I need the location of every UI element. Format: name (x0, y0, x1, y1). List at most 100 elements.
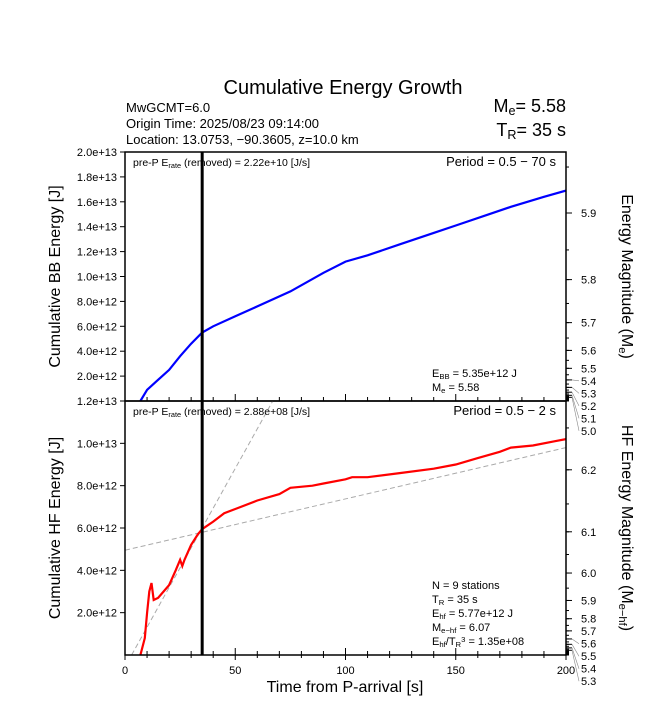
y-tick-label: 4.0e+12 (77, 565, 117, 577)
header-info-line: Location: 13.0753, −90.3605, z=10.0 km (126, 132, 359, 147)
right-axis-label: HF Energy Magnitude (Me−hf) (616, 425, 635, 631)
stat-line: Me = 5.58 (432, 382, 479, 395)
stat-line-part: E (432, 368, 439, 380)
stat-line: Ehf = 5.77e+12 J (432, 608, 513, 621)
pre-p-energy-rate-part: pre-P E (133, 157, 168, 169)
magnitude-tick-label: 5.7 (581, 318, 596, 330)
stat-line-part: N = 9 stations (432, 580, 500, 592)
magnitude-tick-label: 5.8 (581, 614, 596, 626)
magnitude-tick-label: 5.7 (581, 626, 596, 638)
y-tick-label: 2.0e+13 (77, 147, 117, 159)
magnitude-label-leader (571, 397, 580, 431)
stat-line-part: = 1.35e+08 (465, 636, 524, 648)
magnitude-tick-label: 5.0 (581, 426, 596, 438)
y-tick-label: 1.0e+13 (77, 438, 117, 450)
period-range: Period = 0.5 − 2 s (453, 403, 556, 418)
stat-line: Ehf/TR3 = 1.35e+08 (432, 635, 524, 649)
right-axis-label-part: e−hf (616, 604, 628, 627)
stat-line-part: /T (446, 636, 456, 648)
magnitude-label-leader (571, 379, 580, 382)
pre-p-energy-rate-part: rate (168, 410, 181, 419)
header-summary-part: M (493, 96, 508, 116)
plot-frame (124, 400, 567, 656)
stat-line-part: = 5.35e+12 J (450, 368, 517, 380)
right-axis-label-part: Energy Magnitude (M (618, 194, 635, 347)
right-axis-label-part: ) (618, 353, 635, 358)
header-summary: TR= 35 s (496, 120, 566, 142)
magnitude-tick-label: 5.1 (581, 413, 596, 425)
stat-line-part: = 6.07 (456, 622, 490, 634)
y-tick-label: 6.0e+12 (77, 321, 117, 333)
pre-p-energy-rate: pre-P Erate (removed) = 2.88e+08 [J/s] (133, 406, 310, 419)
stat-line: TR = 35 s (432, 594, 478, 607)
magnitude-tick-label: 5.4 (581, 664, 596, 676)
stat-line-part: e−hf (441, 626, 457, 635)
y-tick-label: 1.4e+13 (77, 222, 117, 234)
stat-line-part: e (441, 386, 445, 395)
magnitude-label-leader (571, 650, 580, 682)
x-tick-label: 150 (447, 665, 465, 677)
magnitude-tick-label: 6.0 (581, 568, 596, 580)
right-axis-label: Energy Magnitude (Me) (616, 194, 635, 359)
magnitude-tick-label: 5.8 (581, 275, 596, 287)
x-tick-label: 0 (122, 665, 128, 677)
magnitude-label-leader (571, 644, 580, 657)
magnitude-tick-label: 5.2 (581, 401, 596, 413)
stat-line-part: 3 (461, 635, 465, 644)
y-tick-label: 8.0e+12 (77, 296, 117, 308)
pre-p-energy-rate: pre-P Erate (removed) = 2.22e+10 [J/s] (133, 157, 310, 170)
magnitude-tick-label: 6.2 (581, 465, 596, 477)
right-axis-label-part: ) (618, 626, 635, 631)
magnitude-tick-label: 5.9 (581, 208, 596, 220)
y-tick-label: 1.8e+13 (77, 172, 117, 184)
y-tick-label: 6.0e+12 (77, 523, 117, 535)
stat-line-part: hf (439, 612, 446, 621)
magnitude-label-leader (571, 395, 580, 419)
pre-p-energy-rate-part: (removed) = 2.22e+10 [J/s] (181, 157, 310, 169)
stat-line: Me−hf = 6.07 (432, 622, 490, 635)
reference-fit-line (125, 447, 566, 551)
y-tick-label: 2.0e+12 (77, 608, 117, 620)
x-tick-label: 50 (229, 665, 241, 677)
y-tick-label: 2.0e+12 (77, 371, 117, 383)
chart-title: Cumulative Energy Growth (224, 77, 463, 99)
stat-line-part: E (432, 608, 439, 620)
header-summary-part: = 35 s (516, 120, 566, 140)
stat-line-part: = 5.58 (445, 382, 479, 394)
magnitude-label-leader (571, 387, 580, 394)
stat-line-part: BB (439, 372, 449, 381)
magnitude-tick-label: 5.6 (581, 345, 596, 357)
stat-line: N = 9 stations (432, 580, 500, 592)
x-axis-label: Time from P-arrival [s] (267, 679, 424, 696)
magnitude-tick-label: 5.3 (581, 388, 596, 400)
y-axis-label: Cumulative BB Energy [J] (47, 185, 64, 367)
magnitude-label-leader (571, 392, 580, 406)
y-tick-label: 8.0e+12 (77, 481, 117, 493)
pre-p-energy-rate-part: rate (168, 161, 181, 170)
magnitude-label-leader (571, 638, 580, 644)
energy-curve (139, 438, 566, 655)
y-tick-label: 1.2e+13 (77, 247, 117, 259)
stat-line-part: T (432, 594, 439, 606)
x-tick-label: 200 (557, 665, 575, 677)
y-tick-label: 1.6e+13 (77, 197, 117, 209)
magnitude-tick-label: 5.9 (581, 595, 596, 607)
y-tick-label: 1.0e+13 (77, 272, 117, 284)
header-summary-part: = 5.58 (515, 96, 566, 116)
panel-bb: 2.0e+12 4.0e+12 6.0e+12 8.0e+12 1.0e+13 1.2e+… (47, 147, 596, 438)
magnitude-label-leader (571, 647, 580, 669)
right-axis-label-part: HF Energy Magnitude (M (618, 425, 635, 604)
magnitude-tick-label: 5.4 (581, 376, 596, 388)
stat-line-part: hf (439, 640, 446, 649)
stat-line-part: M (432, 622, 441, 634)
plot-frame (124, 151, 567, 402)
y-axis-label: Cumulative HF Energy [J] (47, 437, 64, 619)
header-info-line: Origin Time: 2025/08/23 09:14:00 (126, 116, 319, 131)
stat-line-part: = 35 s (444, 594, 478, 606)
pre-p-energy-rate-part: pre-P E (133, 406, 168, 418)
panel-hf: 2.0e+12 4.0e+12 6.0e+12 8.0e+12 1.0e+13 6.2 6.… (47, 400, 596, 696)
magnitude-tick-label: 5.6 (581, 639, 596, 651)
period-range: Period = 0.5 − 70 s (446, 154, 556, 169)
stat-line-part: = 5.77e+12 J (446, 608, 513, 620)
